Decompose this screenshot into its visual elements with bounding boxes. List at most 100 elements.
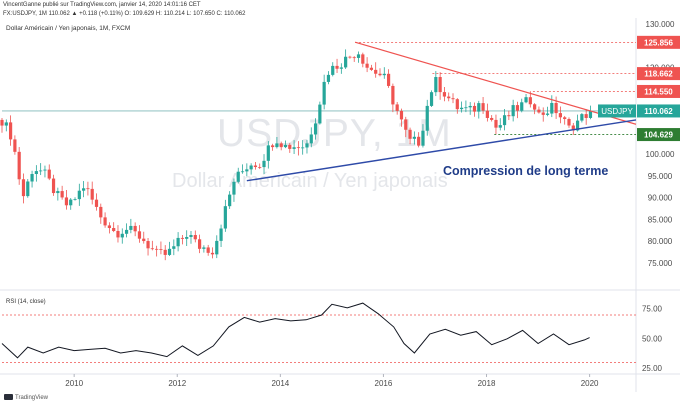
candle-up <box>56 191 60 194</box>
candle-down <box>533 104 537 110</box>
candle-up <box>30 174 34 182</box>
candle-down <box>408 129 412 139</box>
candle-up <box>172 246 176 249</box>
candle-up <box>240 171 245 173</box>
candle-up <box>301 147 305 149</box>
price-level-tag <box>637 35 680 49</box>
candle-up <box>511 105 515 117</box>
candle-up <box>309 134 313 144</box>
candle-down <box>94 199 99 207</box>
tradingview-logo-text: TradingView <box>15 395 49 401</box>
candle-down <box>386 73 391 86</box>
candle-down <box>481 103 485 111</box>
candle-down <box>8 122 13 140</box>
rsi-pane-legend[interactable]: RSI (14, close) <box>6 299 46 305</box>
time-axis-label: 2010 <box>65 379 83 388</box>
candle-up <box>219 228 223 241</box>
candle-up <box>43 169 47 171</box>
watermark-name: Dollar Américain / Yen japonais <box>172 170 448 192</box>
candle-up <box>185 236 189 239</box>
candle-down <box>180 237 185 239</box>
time-axis-label: 2020 <box>581 379 599 388</box>
candle-down <box>197 239 202 249</box>
candle-down <box>155 248 159 250</box>
candle-up <box>464 107 468 109</box>
price-level-tag-label: 104.629 <box>644 131 673 140</box>
candle-up <box>223 206 227 229</box>
annotation-label: Compression de long terme <box>443 164 608 178</box>
candle-down <box>116 230 120 238</box>
candle-up <box>412 136 416 139</box>
price-level-tag-label: 114.550 <box>644 87 673 96</box>
main-pane-legend[interactable]: Dollar Américain / Yen japonais, 1M, FXC… <box>6 25 131 32</box>
candle-down <box>60 191 64 198</box>
price-level-tag-label: 125.856 <box>644 38 673 47</box>
candle-down <box>485 110 489 118</box>
publish-info: VincentGanne publié sur TradingView.com,… <box>3 2 201 8</box>
candle-up <box>69 199 73 206</box>
candle-up <box>580 114 584 121</box>
candle-down <box>142 238 146 242</box>
candle-down <box>472 105 477 112</box>
candle-up <box>468 105 472 108</box>
price-level-tag <box>637 128 680 142</box>
candle-down <box>417 136 421 146</box>
support-trendline <box>246 119 637 182</box>
candle-down <box>348 56 352 58</box>
candle-up <box>429 92 434 106</box>
price-axis-tick-label: 100.000 <box>646 150 675 159</box>
price-axis-tick-label: 80.000 <box>648 237 673 246</box>
candle-down <box>571 125 575 131</box>
candle-down <box>159 249 163 250</box>
candle-down <box>490 117 494 120</box>
candle-down <box>21 179 26 197</box>
candle-up <box>305 143 309 148</box>
candle-down <box>528 97 532 105</box>
candle-down <box>554 102 558 114</box>
tradingview-logo[interactable]: TradingView <box>4 394 48 401</box>
candle-down <box>150 248 154 250</box>
candle-down <box>361 54 365 64</box>
candle-up <box>502 115 507 126</box>
candle-down <box>193 235 197 240</box>
candle-down <box>335 65 339 69</box>
tradingview-logo-icon <box>4 394 13 400</box>
candle-up <box>249 165 253 170</box>
candle-up <box>313 123 318 135</box>
symbol-ohlc-info: FX:USDJPY, 1M 110.062 ▲ +0.118 (+0.11%) … <box>3 11 246 17</box>
candle-down <box>133 225 137 232</box>
candle-down <box>0 119 4 126</box>
candle-up <box>189 235 193 237</box>
candle-up <box>331 65 335 75</box>
candle-down <box>51 178 56 194</box>
candle-down <box>494 119 498 128</box>
candle-down <box>296 147 300 149</box>
candle-down <box>107 225 111 229</box>
candle-up <box>124 229 129 234</box>
price-axis-tick-label: 130.000 <box>646 20 675 29</box>
candle-up <box>326 74 331 82</box>
candle-up <box>425 105 429 131</box>
candle-up <box>236 171 240 182</box>
candle-down <box>258 167 262 168</box>
candle-down <box>563 117 567 120</box>
rsi-axis-tick-label: 75.00 <box>642 305 663 314</box>
candle-up <box>382 73 386 76</box>
current-price-tag-label: 110.062 <box>644 107 673 116</box>
candle-down <box>279 143 283 148</box>
candle-down <box>146 241 150 249</box>
candle-down <box>399 110 404 120</box>
candle-down <box>47 169 51 179</box>
candle-down <box>13 139 17 152</box>
candle-down <box>253 165 258 168</box>
candle-up <box>421 130 425 146</box>
candle-up <box>318 104 322 124</box>
candle-up <box>129 225 133 230</box>
rsi-axis-tick-label: 25.00 <box>642 364 663 373</box>
candle-down <box>86 188 90 190</box>
candle-up <box>322 81 326 105</box>
candle-up <box>4 122 8 126</box>
candle-up <box>344 56 348 68</box>
candle-up <box>77 190 81 200</box>
